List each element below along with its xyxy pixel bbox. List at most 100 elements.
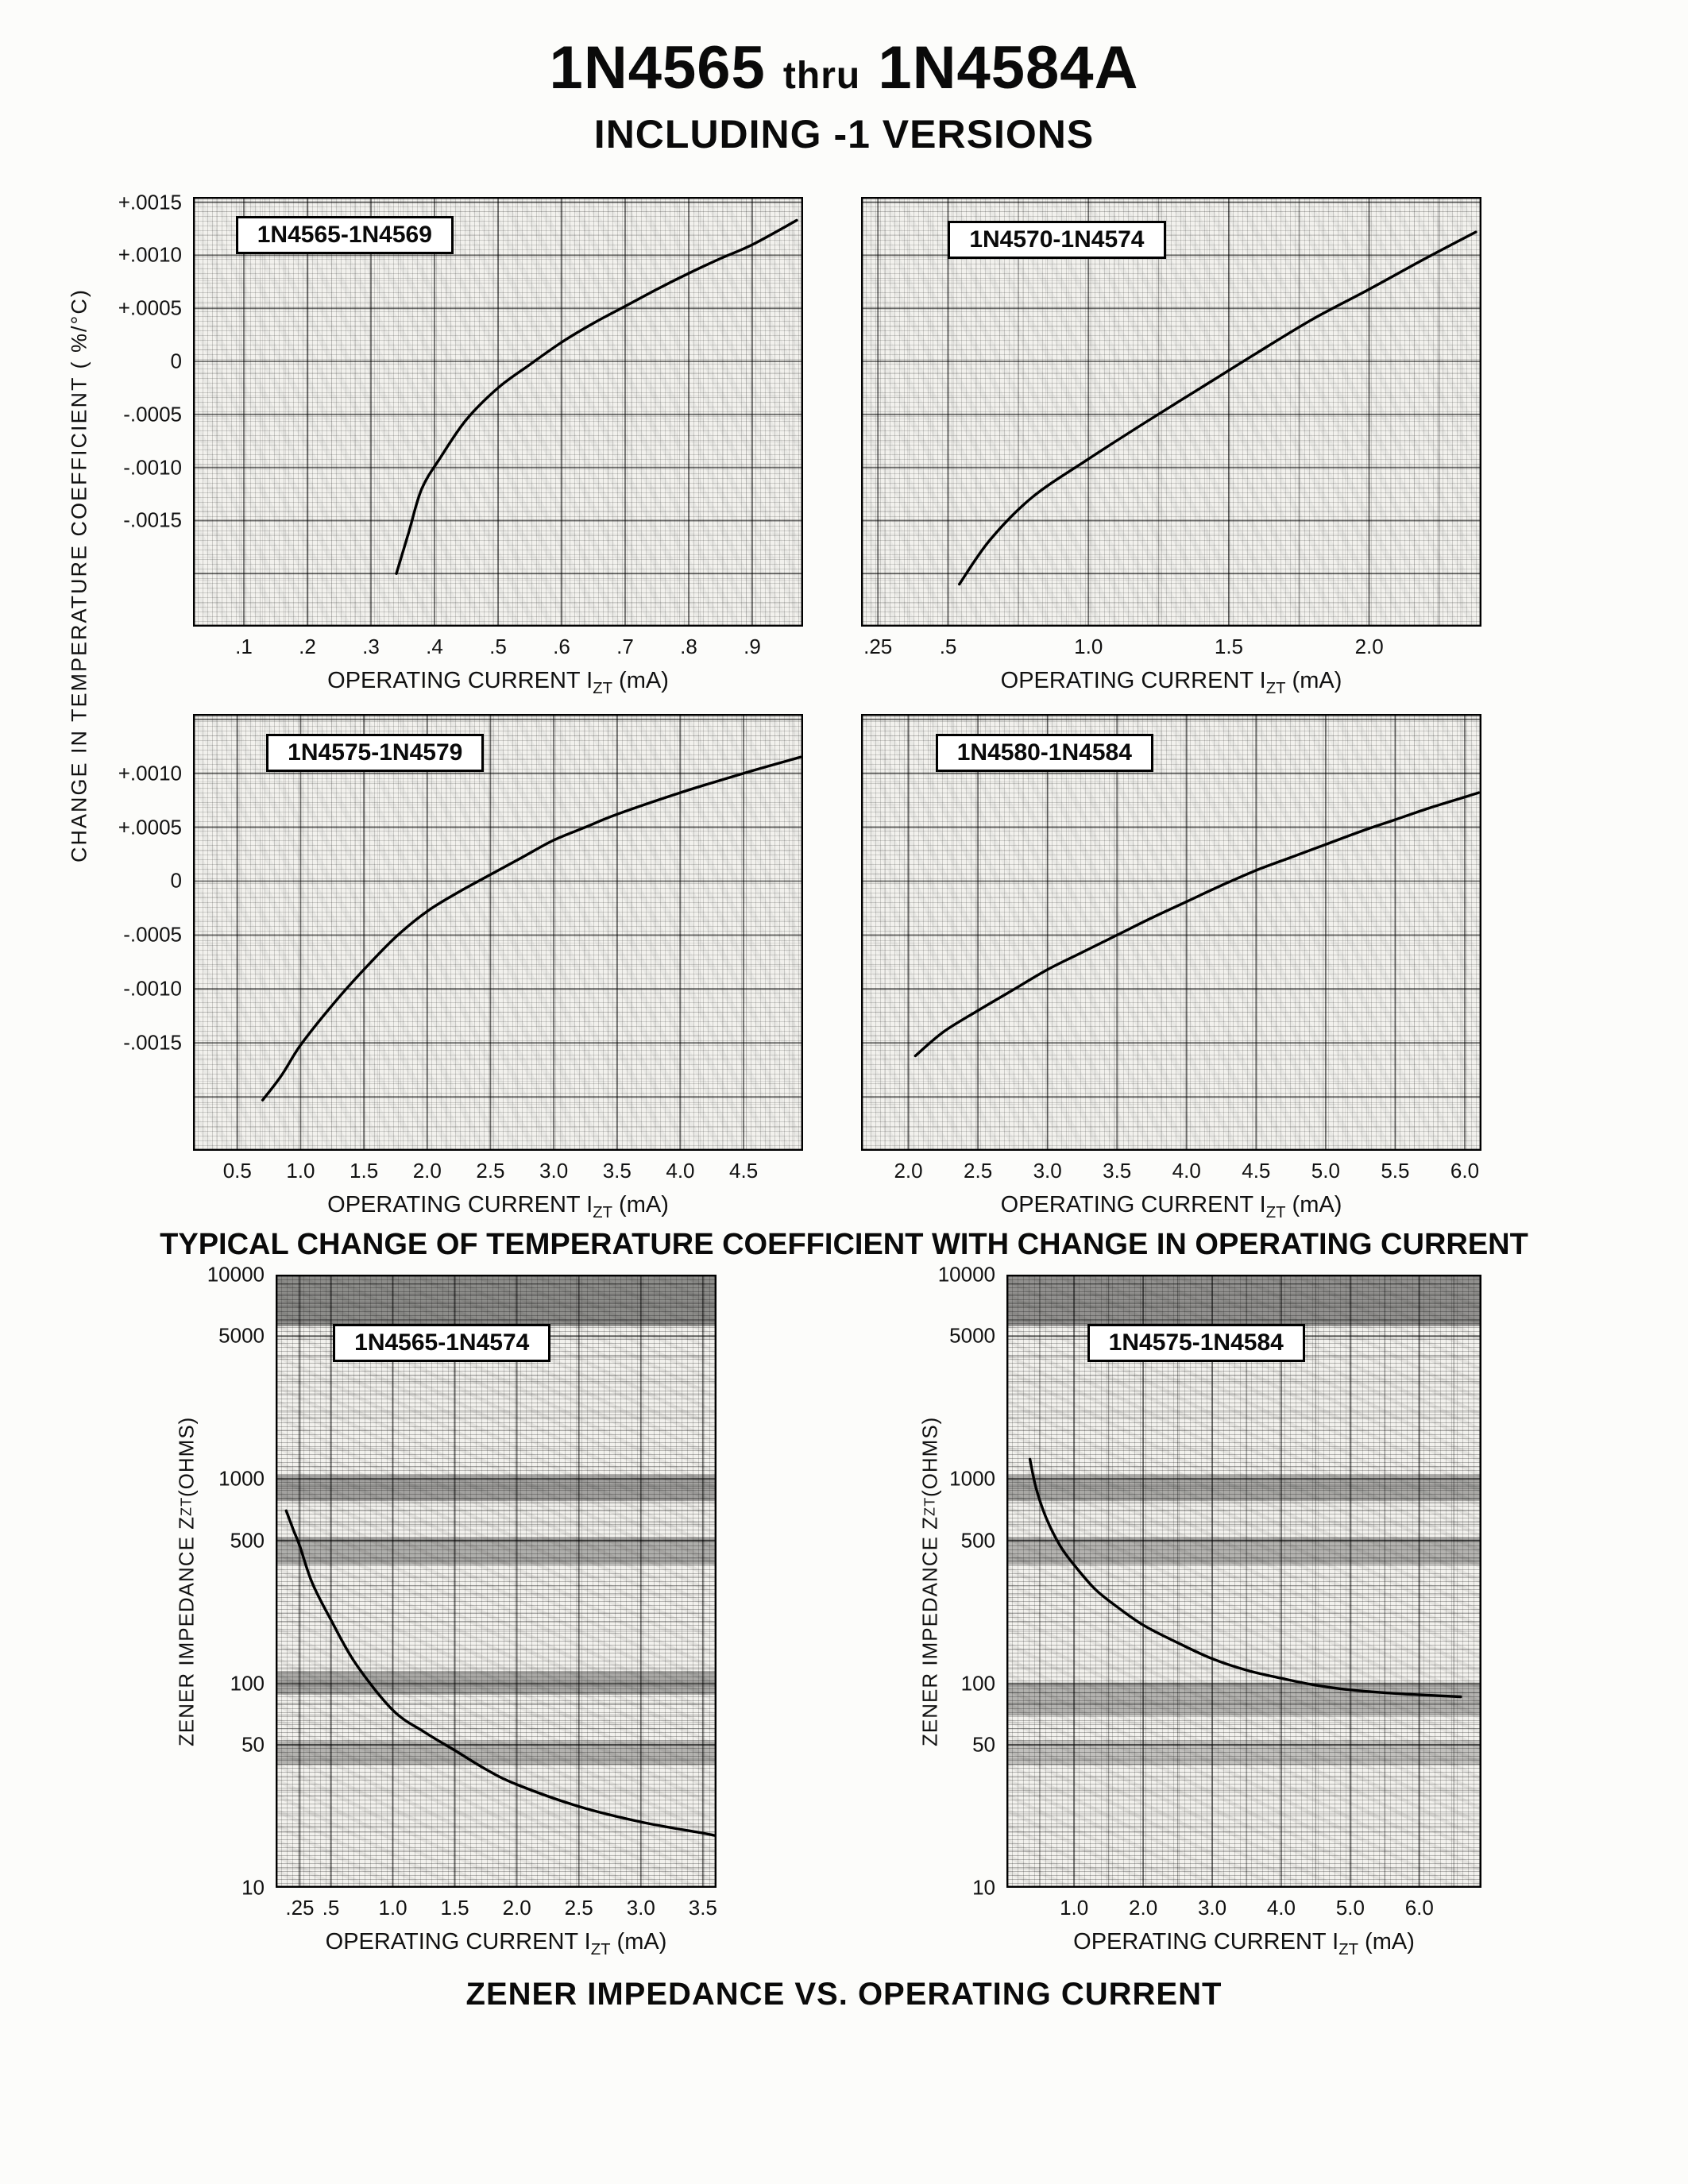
x-tick-label: .5 xyxy=(322,1896,340,1920)
x-tick-label: 3.0 xyxy=(626,1896,655,1920)
y-tick-label: +.0010 xyxy=(118,761,182,785)
x-tick-label: 2.5 xyxy=(964,1159,993,1183)
chart-series-label: 1N4580-1N4584 xyxy=(935,733,1153,772)
chart-zz-1n4575-1n4584: 1.0 2.0 3.0 4.0 5.0 6.0 10000 5000 1000 500 100 50 1… xyxy=(918,1263,1481,1958)
x-tick-label: .1 xyxy=(235,635,253,658)
scan-smudge xyxy=(1006,1474,1481,1502)
plot-border xyxy=(861,714,1481,1151)
x-axis-label: OPERATING CURRENT IZT (mA) xyxy=(327,668,669,697)
data-curve xyxy=(395,218,798,575)
x-tick-label: 4.0 xyxy=(666,1159,695,1183)
scan-smudge xyxy=(276,1741,717,1765)
plot-canvas xyxy=(276,1275,717,1888)
chart-tc-1n4580-1n4584: 2.0 2.5 3.0 3.5 4.0 4.5 5.0 5.5 6.0 OPERATING CUR… xyxy=(861,714,1481,1221)
x-tick-label: 1.0 xyxy=(1074,635,1103,658)
scan-smudge xyxy=(276,1474,717,1502)
chart-series-label: 1N4570-1N4574 xyxy=(948,220,1166,259)
y-tick-label: 5000 xyxy=(218,1323,265,1348)
grid-lines xyxy=(1006,1275,1481,1888)
plot-canvas xyxy=(861,714,1481,1151)
x-tick-label: .3 xyxy=(362,635,380,658)
data-curve xyxy=(958,230,1477,586)
y-tick-label: 500 xyxy=(230,1528,265,1553)
plot-border xyxy=(276,1275,717,1888)
x-tick-label: 2.0 xyxy=(502,1896,531,1920)
scan-smudge xyxy=(1006,1683,1481,1715)
y-tick-label: -.0015 xyxy=(123,507,182,532)
chart-zz-1n4565-1n4574: .25 .5 1.0 1.5 2.0 2.5 3.0 3.5 10000 5000 1000 500 1… xyxy=(175,1263,717,1958)
y-tick-label: 100 xyxy=(230,1671,265,1696)
y-tick-label: 10000 xyxy=(937,1262,995,1287)
plot-border xyxy=(1006,1275,1481,1888)
x-tick-label: .8 xyxy=(680,635,697,658)
x-tick-label: 2.0 xyxy=(894,1159,923,1183)
x-tick-label: .25 xyxy=(863,635,893,658)
x-tick-label: 2.5 xyxy=(476,1159,505,1183)
x-tick-label: .5 xyxy=(489,635,507,658)
data-curve xyxy=(284,1509,717,1837)
page-subtitle: INCLUDING -1 VERSIONS xyxy=(593,112,1095,156)
y-tick-label: 100 xyxy=(960,1671,995,1696)
x-axis-label: OPERATING CURRENT IZT (mA) xyxy=(1000,1192,1342,1221)
grid-lines xyxy=(861,197,1481,627)
x-tick-label: 6.0 xyxy=(1404,1896,1434,1920)
y-tick-label: 0 xyxy=(170,349,182,373)
page-header: 1N4565 thru 1N4584A INCLUDING -1 VERSION… xyxy=(0,37,1688,157)
x-tick-label: 5.0 xyxy=(1335,1896,1365,1920)
chart-series-label: 1N4575-1N4579 xyxy=(266,733,485,772)
y-tick-label: 5000 xyxy=(949,1323,995,1348)
x-axis-label: OPERATING CURRENT IZT (mA) xyxy=(327,1192,669,1221)
y-tick-label: -.0010 xyxy=(123,976,182,1001)
plot-border xyxy=(193,197,803,627)
title-part-number-start: 1N4565 xyxy=(549,34,766,102)
plot-border xyxy=(861,197,1481,627)
x-tick-label: 1.5 xyxy=(440,1896,469,1920)
x-tick-label: 1.0 xyxy=(286,1159,315,1183)
chart-tc-1n4565-1n4569: .1 .2 .3 .4 .5 .6 .7 .8 .9 +.0015 +.0010 +.0005 0 -.0… xyxy=(118,190,803,697)
y-tick-label: 10 xyxy=(972,1875,995,1900)
y-tick-label: -.0005 xyxy=(123,402,182,426)
y-tick-label: 500 xyxy=(960,1528,995,1553)
y-tick-label: -.0005 xyxy=(123,922,182,947)
grid-lines xyxy=(276,1275,717,1888)
x-tick-label: 0.5 xyxy=(222,1159,252,1183)
x-tick-label: .5 xyxy=(939,635,957,658)
x-tick-label: 4.0 xyxy=(1266,1896,1296,1920)
title-part-number-end: 1N4584A xyxy=(878,34,1139,102)
x-tick-label: .9 xyxy=(744,635,761,658)
x-tick-label: 4.0 xyxy=(1172,1159,1201,1183)
grid-lines xyxy=(861,714,1481,1151)
y-tick-label: 10000 xyxy=(207,1262,265,1287)
x-tick-label: 2.0 xyxy=(1129,1896,1158,1920)
x-tick-label: 3.0 xyxy=(1033,1159,1062,1183)
x-tick-label: 1.5 xyxy=(350,1159,379,1183)
x-tick-label: .25 xyxy=(285,1896,315,1920)
x-tick-label: 4.5 xyxy=(729,1159,759,1183)
x-tick-label: 4.5 xyxy=(1242,1159,1271,1183)
plot-canvas xyxy=(861,197,1481,627)
chart-tc-1n4570-1n4574: .25 .5 1.0 1.5 2.0 OPERATING CURRENT IZT (mA)… xyxy=(861,197,1481,697)
chart-series-label: 1N4565-1N4574 xyxy=(333,1323,551,1362)
y-tick-label: +.0010 xyxy=(118,242,182,267)
x-tick-label: 1.0 xyxy=(1060,1896,1089,1920)
x-tick-label: 3.5 xyxy=(1103,1159,1132,1183)
plot-canvas xyxy=(193,197,803,627)
plot-canvas xyxy=(193,714,803,1151)
chart-series-label: 1N4565-1N4569 xyxy=(235,216,454,255)
x-tick-label: .4 xyxy=(426,635,443,658)
plot-border xyxy=(193,714,803,1151)
x-tick-label: 3.5 xyxy=(688,1896,717,1920)
scan-smudge xyxy=(1006,1537,1481,1565)
x-axis-label: OPERATING CURRENT IZT (mA) xyxy=(1000,668,1342,697)
page-title: 1N4565 thru 1N4584A xyxy=(0,37,1688,108)
y-tick-label: 10 xyxy=(241,1875,265,1900)
title-thru: thru xyxy=(782,55,861,97)
y-axis-label: ZENER IMPEDANCE Z ZT (OHMS) xyxy=(174,1416,199,1746)
y-tick-label: +.0005 xyxy=(118,815,182,839)
scan-smudge xyxy=(1006,1741,1481,1765)
scan-smudge xyxy=(276,1275,717,1326)
x-tick-label: 2.0 xyxy=(412,1159,442,1183)
scan-smudge xyxy=(1006,1275,1481,1326)
grid-lines xyxy=(193,714,803,1151)
